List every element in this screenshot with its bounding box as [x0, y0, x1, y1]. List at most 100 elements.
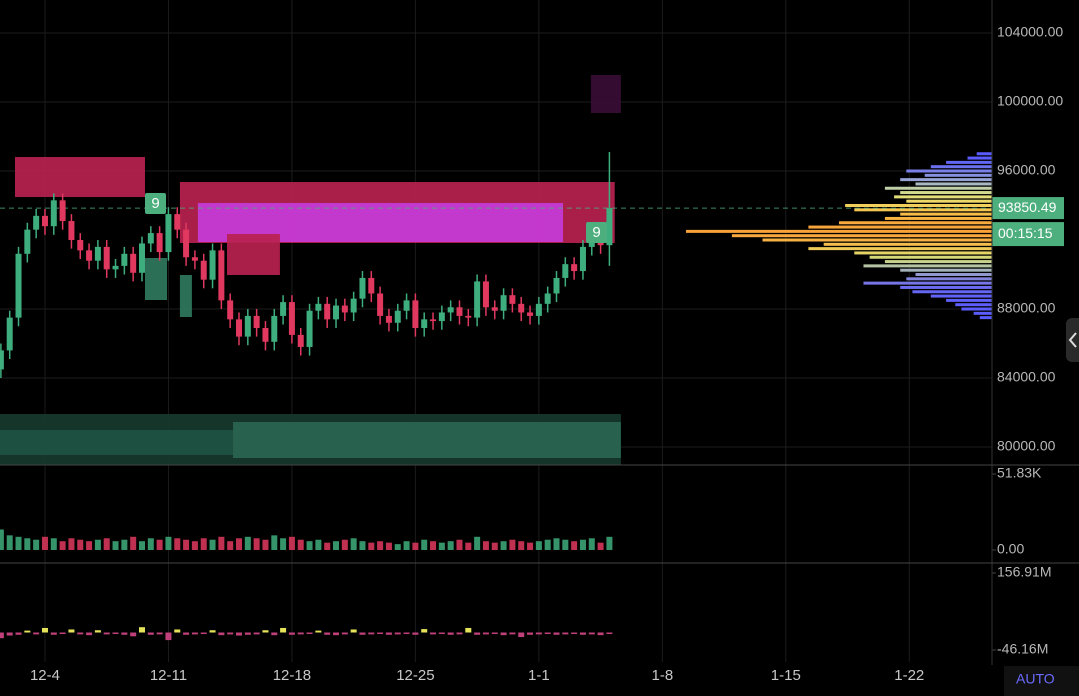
candle-body: [606, 208, 613, 246]
volume-bar: [527, 542, 534, 550]
candle-body: [350, 298, 357, 313]
oscillator-bar: [183, 632, 190, 635]
volume-profile-bar: [884, 186, 992, 190]
oscillator-bar: [262, 630, 269, 633]
collapse-button[interactable]: [1066, 318, 1079, 362]
candle-body: [262, 327, 269, 342]
volume-bar: [0, 529, 4, 550]
volume-profile-bar: [863, 281, 992, 285]
candle-body: [121, 253, 128, 266]
oscillator-bar: [562, 632, 569, 635]
y-tick-label: 80000.00: [997, 438, 1056, 454]
auto-label[interactable]: AUTO: [1016, 671, 1055, 687]
x-tick-label: 12-11: [150, 667, 187, 684]
volume-profile-bar: [915, 182, 992, 186]
volume-profile-bar: [906, 199, 992, 203]
volume-profile-bar: [955, 303, 992, 307]
volume-profile-bar: [976, 152, 992, 156]
oscillator-bar: [571, 632, 578, 635]
candle-body: [280, 302, 287, 316]
oscillator-bar: [227, 632, 234, 635]
volume-bar: [509, 539, 516, 550]
y-tick-label: 88000.00: [997, 300, 1056, 316]
volume-bar: [465, 542, 472, 550]
volume-bar: [6, 535, 13, 550]
candle-body: [324, 303, 331, 320]
oscillator-bar: [280, 627, 287, 633]
x-tick-label: 1-22: [894, 667, 924, 684]
volume-bar: [403, 541, 410, 550]
volume-profile-bar: [900, 212, 992, 216]
candle-body: [368, 277, 375, 294]
oscillator-bar: [94, 630, 101, 633]
candle-body: [430, 319, 437, 322]
oscillator-bar: [209, 630, 216, 633]
volume-bar: [41, 536, 48, 550]
zone: [0, 429, 234, 456]
volume-bar: [262, 539, 269, 550]
candle-body: [588, 240, 595, 247]
volume-bar: [421, 539, 428, 550]
y-tick-label: 96000.00: [997, 162, 1056, 178]
volume-bar: [385, 542, 392, 550]
zone: [179, 275, 192, 318]
annotation-badge: [145, 193, 166, 214]
volume-bar: [280, 538, 287, 550]
candle-body: [94, 246, 101, 261]
volume-bar: [112, 541, 119, 550]
y-tick-label: 104000.00: [997, 24, 1063, 40]
x-tick-label: 1-1: [528, 667, 550, 684]
candle-body: [165, 214, 172, 253]
volume-profile-bar: [967, 156, 992, 160]
candle-body: [271, 315, 278, 342]
annotation-label: 9: [592, 224, 600, 241]
oscillator-bar: [130, 632, 137, 637]
volume-profile-bar: [808, 247, 992, 251]
oscillator-bar: [218, 632, 225, 636]
collapse-button-bg[interactable]: [1066, 318, 1079, 362]
oscillator-bar: [288, 632, 295, 635]
oscillator-bar: [509, 632, 516, 635]
oscillator-bar: [324, 632, 331, 635]
candle-body: [297, 334, 304, 347]
volume-bar: [341, 539, 348, 550]
volume-profile-bar: [946, 298, 992, 302]
oscillator-bar: [359, 632, 366, 635]
countdown-box: [992, 222, 1064, 247]
volume-bar: [244, 536, 251, 550]
annotation-badge: [586, 222, 607, 243]
x-tick-label: 1-8: [651, 667, 673, 684]
oscillator-bar: [103, 632, 110, 635]
oscillator-bar: [421, 629, 428, 633]
volume-bar: [103, 538, 110, 550]
candle-body: [535, 303, 542, 316]
oscillator-bar: [0, 632, 4, 639]
oscillator-bar: [297, 632, 304, 635]
auto-button[interactable]: AUTO: [1004, 666, 1079, 696]
volume-bar: [368, 542, 375, 550]
volume-bar: [200, 538, 207, 550]
candle-body: [527, 312, 534, 316]
candle-body: [579, 246, 586, 272]
zone: [233, 422, 621, 459]
oscillator-bar: [403, 632, 410, 635]
x-tick-label: 12-4: [30, 667, 60, 684]
auto-button-bg[interactable]: [1004, 666, 1079, 696]
y-tick-label: -46.16M: [997, 641, 1048, 657]
volume-bar: [306, 541, 313, 550]
candle-body: [183, 229, 190, 258]
volume-bar: [518, 541, 525, 550]
candle-body: [253, 315, 260, 328]
x-tick-label: 1-15: [771, 667, 801, 684]
volume-bar: [350, 538, 357, 550]
y-tick-label: 51.83K: [997, 465, 1042, 481]
volume-bar: [597, 542, 604, 550]
collapse-icon[interactable]: [1068, 332, 1077, 348]
oscillator-bar: [191, 632, 198, 635]
candle-body: [59, 200, 66, 222]
oscillator-bar: [544, 632, 551, 635]
candle-body: [103, 246, 110, 270]
volume-bar: [606, 536, 613, 550]
oscillator-bar: [50, 632, 57, 635]
oscillator-bar: [553, 632, 560, 635]
